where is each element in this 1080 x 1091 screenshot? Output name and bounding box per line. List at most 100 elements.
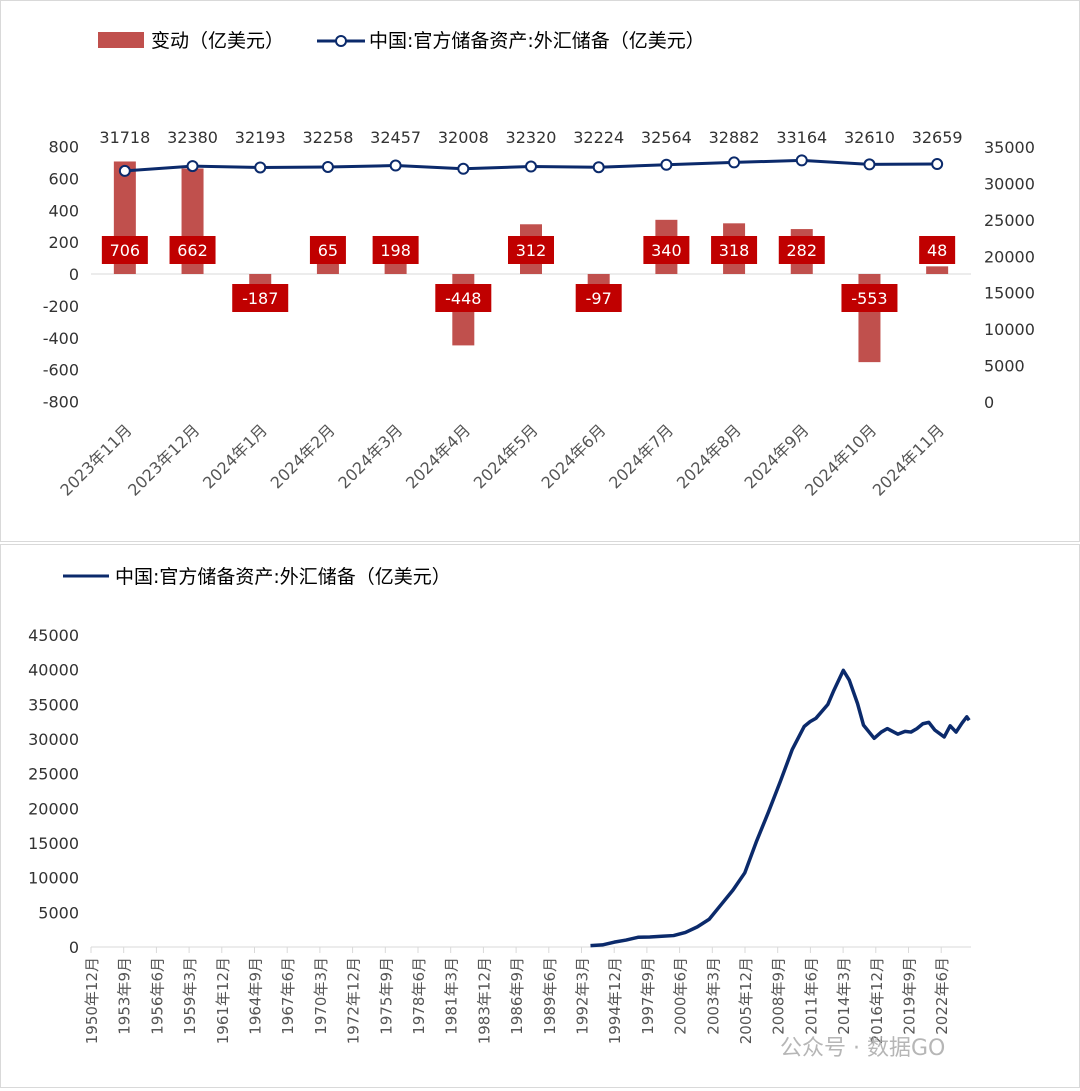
x-tick-label: 1967年6月 <box>279 957 297 1035</box>
x-tick-label: 1989年6月 <box>541 957 559 1035</box>
y-right-tick: 10000 <box>984 320 1035 339</box>
bottom-chart-panel: 中国:官方储备资产:外汇储备（亿美元） 45000 40000 35000 30000 2… <box>0 544 1080 1088</box>
bar-data-label-box <box>101 236 148 264</box>
x-tick-label: 2024年8月 <box>673 420 745 492</box>
y-tick: 30000 <box>28 730 79 749</box>
line-data-label: 32380 <box>167 128 218 147</box>
bar-data-label-box <box>309 236 346 264</box>
x-tick-label: 2024年11月 <box>869 420 948 499</box>
legend-bar-swatch <box>98 32 144 48</box>
bar-data-label-box <box>435 284 492 312</box>
x-tick-label: 1961年12月 <box>214 957 232 1044</box>
y-left-tick: -600 <box>43 361 79 380</box>
y-right-tick: 25000 <box>984 211 1035 230</box>
bar-data-label: -448 <box>445 289 481 308</box>
legend-bar-label: 变动（亿美元） <box>151 30 284 52</box>
line-marker <box>118 164 131 177</box>
bar-data-label-box <box>575 284 622 312</box>
bar-data-label: 65 <box>318 241 338 260</box>
y-right-tick: 5000 <box>984 357 1025 376</box>
y-left-tick: 200 <box>48 233 79 252</box>
line-marker <box>795 154 808 167</box>
x-tick-label: 1978年6月 <box>410 957 428 1035</box>
legend-line-label: 中国:官方储备资产:外汇储备（亿美元） <box>115 566 451 588</box>
bar <box>316 263 339 274</box>
line-marker <box>931 158 944 171</box>
line-marker <box>863 158 876 171</box>
y-tick: 25000 <box>28 765 79 784</box>
line-marker <box>660 158 673 171</box>
line-data-label: 33164 <box>776 128 827 147</box>
bar-data-label-box <box>169 236 216 264</box>
y-left-tick: -200 <box>43 297 79 316</box>
line-marker <box>592 161 605 174</box>
line-data-label: 32882 <box>709 128 760 147</box>
y-tick: 5000 <box>38 903 79 922</box>
x-tick-label: 2024年4月 <box>402 420 474 492</box>
y-left-tick: -400 <box>43 329 79 348</box>
line-data-label: 32224 <box>573 128 624 147</box>
x-tick-label: 1956年6月 <box>148 957 166 1035</box>
x-tick-label: 1972年12月 <box>345 957 363 1044</box>
x-tick-label: 2022年6月 <box>933 957 951 1035</box>
x-tick-label: 2024年10月 <box>801 420 880 499</box>
bar-data-label: 312 <box>516 241 547 260</box>
x-tick-label: 1953年9月 <box>116 957 134 1035</box>
bar-data-label-box <box>643 236 690 264</box>
y-tick: 35000 <box>28 695 79 714</box>
x-tick-label: 2024年9月 <box>741 420 813 492</box>
y-left-tick: 400 <box>48 201 79 220</box>
x-tick-label: 1950年12月 <box>83 957 101 1044</box>
y-right-tick: 15000 <box>984 284 1035 303</box>
bar-data-label: 706 <box>110 241 141 260</box>
x-tick-label: 2014年3月 <box>835 957 853 1035</box>
change-and-reserves-chart: 变动（亿美元） 中国:官方储备资产:外汇储备（亿美元） 800 600 400 200 0 -… <box>43 30 1035 500</box>
x-tick-label: 2024年1月 <box>199 420 271 492</box>
bar-data-label-box <box>711 236 758 264</box>
line-data-label: 32193 <box>235 128 286 147</box>
y-left-tick: 0 <box>69 265 79 284</box>
y-left-tick: 800 <box>48 138 79 157</box>
legend-line-label: 中国:官方储备资产:外汇储备（亿美元） <box>369 30 705 52</box>
bar-data-label-box <box>778 236 825 264</box>
bar-data-label: 282 <box>786 241 817 260</box>
line-marker <box>321 160 334 173</box>
bar-data-label: -187 <box>242 289 278 308</box>
y-tick: 15000 <box>28 834 79 853</box>
x-tick-label: 1997年9月 <box>639 957 657 1035</box>
legend-line-marker <box>335 35 347 47</box>
line-data-label: 32008 <box>438 128 489 147</box>
line-data-label: 31718 <box>99 128 150 147</box>
line-marker <box>457 162 470 175</box>
reserves-history-chart: 中国:官方储备资产:外汇储备（亿美元） 45000 40000 35000 30000 2… <box>28 566 971 1044</box>
y-tick: 10000 <box>28 869 79 888</box>
bar-data-label: 318 <box>719 241 750 260</box>
line-marker <box>186 160 199 173</box>
y-right-tick: 20000 <box>984 247 1035 266</box>
bar-data-label: -553 <box>851 289 887 308</box>
bar-data-label: 48 <box>927 241 947 260</box>
x-tick-label: 1992年3月 <box>574 957 592 1035</box>
line-marker <box>389 159 402 172</box>
line-data-label: 32659 <box>912 128 963 147</box>
x-tick-label: 2024年6月 <box>537 420 609 492</box>
bar-data-label-box <box>372 236 419 264</box>
bar-data-label: 340 <box>651 241 682 260</box>
line-data-label: 32258 <box>302 128 353 147</box>
line-data-label: 32320 <box>506 128 557 147</box>
x-tick-label: 2016年12月 <box>868 957 886 1044</box>
x-tick-label: 2005年12月 <box>737 957 755 1044</box>
watermark: 公众号 · 数据GO <box>780 1036 946 1061</box>
x-tick-label: 1959年3月 <box>181 957 199 1035</box>
bar-data-label-box <box>919 236 956 264</box>
x-tick-label: 1986年9月 <box>508 957 526 1035</box>
bar-data-label-box <box>232 284 289 312</box>
line-data-label: 32610 <box>844 128 895 147</box>
y-right-tick: 0 <box>984 393 994 412</box>
x-tick-label: 2024年2月 <box>267 420 339 492</box>
y-tick: 0 <box>69 938 79 957</box>
bar-data-label: 662 <box>177 241 208 260</box>
bar-data-label: 198 <box>380 241 411 260</box>
y-left-tick: -800 <box>43 393 79 412</box>
x-tick-label: 1981年3月 <box>443 957 461 1035</box>
